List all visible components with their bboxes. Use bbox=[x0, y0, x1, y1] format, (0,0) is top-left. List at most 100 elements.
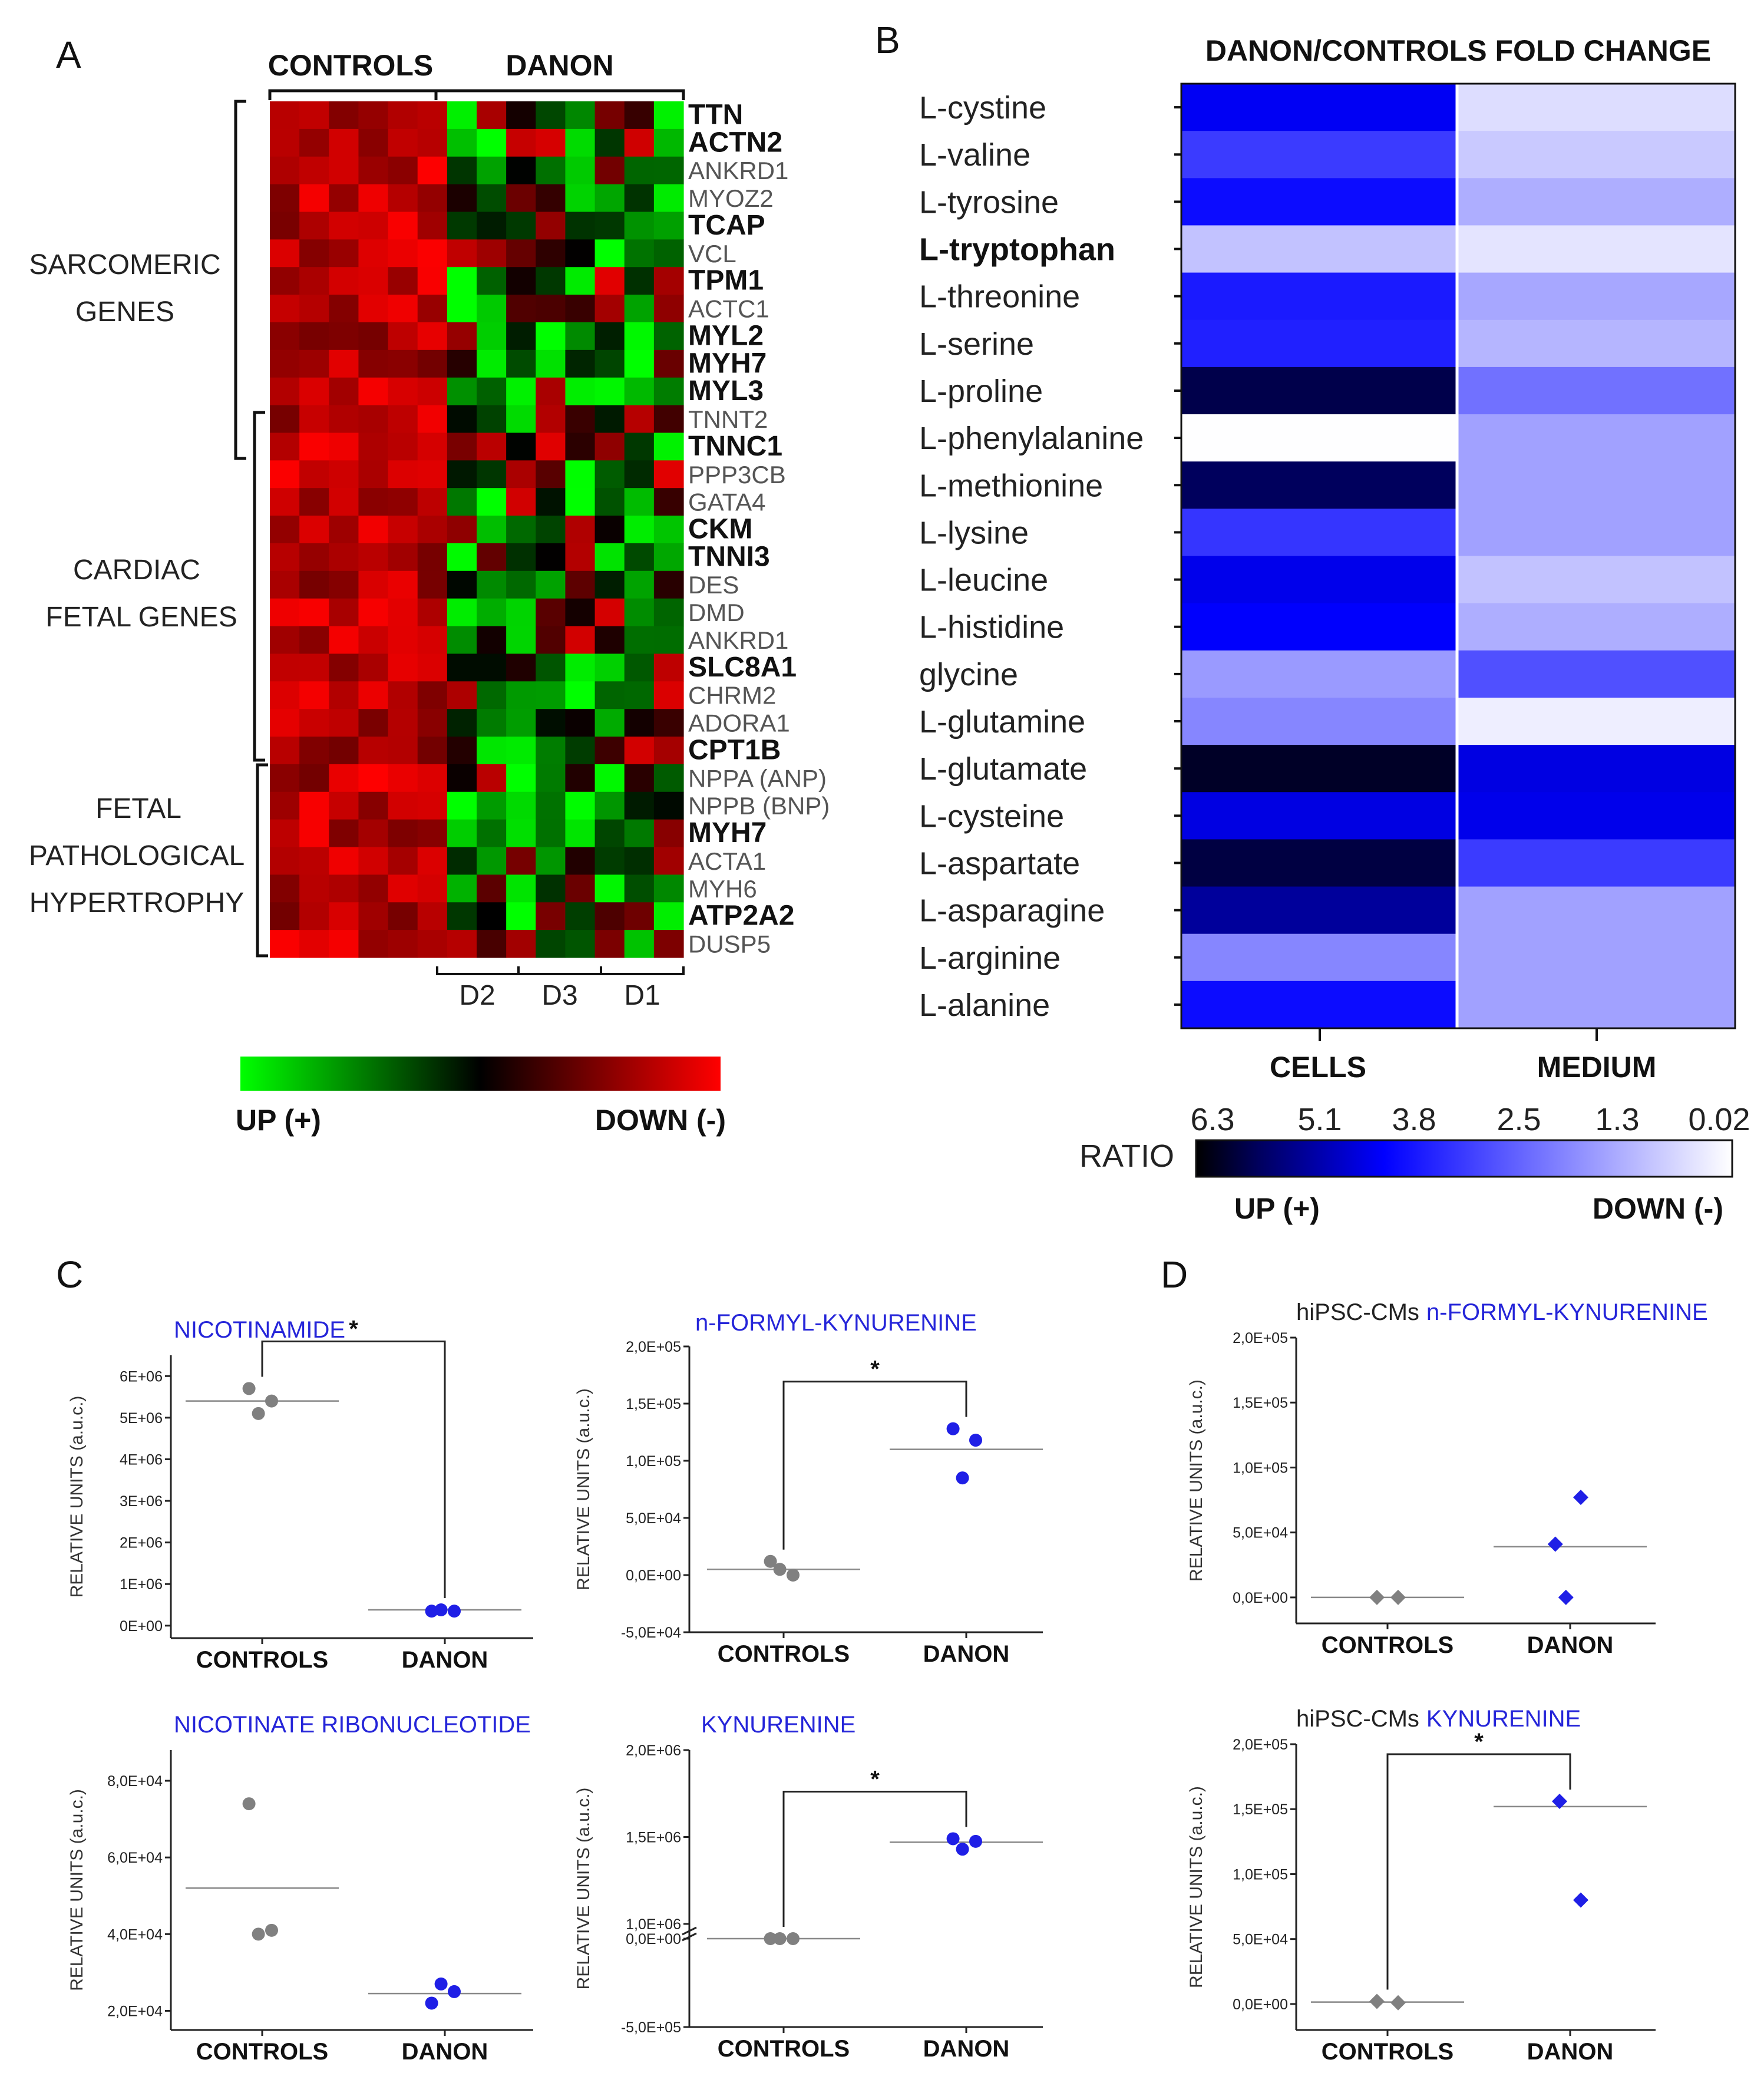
heatmap-a-cell bbox=[329, 570, 359, 599]
heatmap-a-cell bbox=[329, 653, 359, 682]
heatmap-a-cell bbox=[477, 681, 507, 709]
heatmap-b-cell-medium bbox=[1457, 178, 1735, 226]
heatmap-a-cell bbox=[358, 156, 389, 185]
heatmap-a-cell bbox=[358, 184, 389, 213]
heatmap-a-cell bbox=[447, 349, 477, 378]
heatmap-b-cell-medium bbox=[1457, 792, 1735, 840]
subgroup-d2: D2 bbox=[459, 980, 495, 1011]
heatmap-a-cell bbox=[594, 902, 625, 930]
heatmap-a-cell bbox=[477, 819, 507, 848]
heatmap-a-cell bbox=[388, 598, 418, 627]
heatmap-a-cell bbox=[417, 874, 448, 903]
heatmap-a-cell bbox=[299, 433, 329, 461]
y-tick-label: 4E+06 bbox=[120, 1451, 163, 1468]
heatmap-a-cell bbox=[477, 488, 507, 516]
heatmap-a-cell bbox=[477, 874, 507, 903]
heatmap-a-cell bbox=[624, 405, 655, 434]
gene-label: TPM1 bbox=[688, 265, 764, 296]
heatmap-a-cell bbox=[417, 653, 448, 682]
heatmap-a-cell bbox=[536, 847, 566, 875]
y-tick-label: 2,0E+05 bbox=[1233, 1737, 1288, 1753]
heatmap-a-cell bbox=[594, 128, 625, 157]
heatmap-a-cell bbox=[270, 764, 300, 793]
x-category-label: CONTROLS bbox=[718, 1641, 850, 1667]
heatmap-a-cell bbox=[447, 460, 477, 488]
heatmap-a-cell bbox=[417, 322, 448, 351]
heatmap-a-cell bbox=[653, 212, 684, 240]
heatmap-a-cell bbox=[417, 902, 448, 930]
heatmap-a-cell bbox=[358, 128, 389, 157]
heatmap-a-cell bbox=[536, 377, 566, 406]
heatmap-a-cell bbox=[653, 101, 684, 130]
heatmap-a-cell bbox=[594, 791, 625, 820]
heatmap-a-cell bbox=[565, 516, 596, 544]
heatmap-a-cell bbox=[624, 156, 655, 185]
heatmap-a-cell bbox=[447, 874, 477, 903]
heatmap-a-cell bbox=[506, 709, 536, 737]
heatmap-a-cell bbox=[417, 709, 448, 737]
heatmap-a-cell bbox=[270, 653, 300, 682]
heatmap-a-cell bbox=[329, 764, 359, 793]
heatmap-a-cell bbox=[536, 405, 566, 434]
heatmap-a-cell bbox=[624, 322, 655, 351]
heatmap-a-cell bbox=[653, 626, 684, 655]
heatmap-a-cell bbox=[299, 128, 329, 157]
amino-acid-label: L-arginine bbox=[919, 940, 1061, 976]
heatmap-a-cell bbox=[329, 791, 359, 820]
heatmap-a-cell bbox=[477, 653, 507, 682]
heatmap-a-cell bbox=[506, 101, 536, 130]
heatmap-a-cell bbox=[506, 433, 536, 461]
heatmap-a-cell bbox=[299, 764, 329, 793]
amino-acid-label: L-tryptophan bbox=[919, 232, 1115, 268]
heatmap-a-cell bbox=[299, 516, 329, 544]
heatmap-b-cell-medium bbox=[1457, 697, 1735, 745]
heatmap-a-cell bbox=[299, 681, 329, 709]
heatmap-a-cell bbox=[506, 791, 536, 820]
heatmap-a-cell bbox=[417, 791, 448, 820]
gene-label: ANKRD1 bbox=[688, 157, 788, 184]
heatmap-a-cell bbox=[477, 156, 507, 185]
heatmap-a-cell bbox=[270, 212, 300, 240]
heatmap-b-cell-cells bbox=[1181, 178, 1457, 226]
heatmap-a-cell bbox=[624, 267, 655, 295]
heatmap-a-cell bbox=[477, 128, 507, 157]
gene-label: ATP2A2 bbox=[688, 900, 795, 932]
heatmap-a-cell bbox=[565, 653, 596, 682]
danon-point bbox=[1552, 1794, 1567, 1809]
gene-label: CPT1B bbox=[688, 734, 781, 765]
heatmap-a-cell bbox=[506, 488, 536, 516]
heatmap-a-cell bbox=[358, 101, 389, 130]
heatmap-a-cell bbox=[506, 267, 536, 295]
heatmap-a-cell bbox=[299, 101, 329, 130]
heatmap-a-cell bbox=[653, 930, 684, 958]
heatmap-a-cell bbox=[565, 709, 596, 737]
heatmap-b-cell-cells bbox=[1181, 272, 1457, 321]
heatmap-a-cell bbox=[329, 516, 359, 544]
heatmap-a-cell bbox=[506, 184, 536, 213]
subgroup-d3: D3 bbox=[541, 980, 577, 1011]
heatmap-a-cell bbox=[388, 764, 418, 793]
panel-a-heatmap: CONTROLS DANON TTNACTN2ANKRD1MYOZ2TCAPVC… bbox=[29, 49, 830, 1137]
ratio-scale-tick: 1.3 bbox=[1595, 1102, 1639, 1137]
heatmap-a-cell bbox=[653, 653, 684, 682]
heatmap-a-cell bbox=[506, 902, 536, 930]
heatmap-a-cell bbox=[506, 653, 536, 682]
heatmap-a-cell bbox=[536, 764, 566, 793]
heatmap-a-cell bbox=[299, 543, 329, 572]
heatmap-b-cell-cells bbox=[1181, 650, 1457, 698]
heatmap-a-cell bbox=[388, 847, 418, 875]
significance-bracket bbox=[1386, 1753, 1571, 1990]
heatmap-a-cell bbox=[447, 516, 477, 544]
heatmap-a-cell bbox=[329, 709, 359, 737]
heatmap-a-cell bbox=[624, 681, 655, 709]
heatmap-a-cell bbox=[329, 681, 359, 709]
heatmap-b-cell-cells bbox=[1181, 556, 1457, 604]
heatmap-a-cell bbox=[358, 239, 389, 268]
y-tick-label: 0,0E+00 bbox=[1233, 1996, 1288, 2013]
heatmap-a-cell bbox=[506, 570, 536, 599]
y-tick-label: 1,0E+05 bbox=[626, 1453, 681, 1470]
control-point bbox=[252, 1927, 265, 1941]
ratio-scale-tick: 0.02 bbox=[1688, 1102, 1750, 1137]
x-category-label: CONTROLS bbox=[1322, 1632, 1454, 1658]
heatmap-a-cell bbox=[447, 653, 477, 682]
